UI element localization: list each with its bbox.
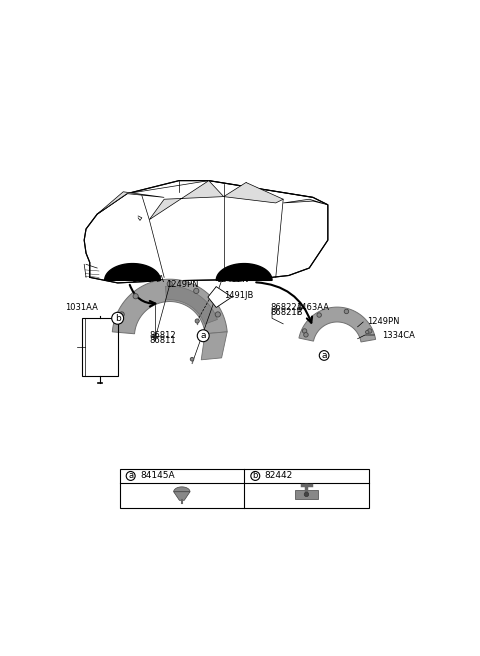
Circle shape (112, 312, 124, 324)
Text: a: a (201, 331, 206, 340)
Circle shape (190, 358, 194, 361)
Text: 1463AA: 1463AA (296, 302, 329, 312)
Text: a: a (322, 351, 327, 360)
Text: 84145A: 84145A (140, 472, 175, 480)
Text: 1249PN: 1249PN (166, 280, 199, 289)
Polygon shape (174, 487, 190, 492)
Polygon shape (208, 287, 232, 308)
Circle shape (366, 331, 369, 334)
Polygon shape (149, 180, 224, 220)
Polygon shape (165, 286, 217, 324)
Text: 1463AA: 1463AA (131, 276, 164, 285)
Text: a: a (128, 472, 133, 480)
Circle shape (133, 294, 138, 299)
Circle shape (197, 330, 209, 342)
Text: 86822A: 86822A (270, 302, 302, 312)
Circle shape (251, 472, 260, 480)
Text: b: b (115, 314, 120, 323)
Bar (120, 469, 369, 508)
Text: 86821B: 86821B (270, 308, 303, 317)
Circle shape (304, 492, 309, 497)
Circle shape (368, 329, 372, 333)
Polygon shape (216, 264, 272, 280)
Polygon shape (224, 182, 283, 203)
Text: 1249PN: 1249PN (367, 318, 399, 327)
Text: 86811: 86811 (149, 336, 176, 344)
Circle shape (344, 309, 348, 314)
Polygon shape (174, 492, 190, 501)
Circle shape (304, 333, 308, 337)
Polygon shape (84, 180, 328, 283)
Polygon shape (283, 199, 328, 205)
Circle shape (126, 472, 135, 480)
Polygon shape (201, 332, 227, 360)
Text: 82442: 82442 (264, 472, 293, 480)
Circle shape (119, 312, 124, 317)
Circle shape (302, 329, 307, 333)
Polygon shape (112, 279, 227, 334)
Text: 1491JB: 1491JB (224, 291, 253, 300)
Circle shape (317, 313, 322, 318)
Circle shape (195, 319, 199, 323)
Text: b: b (252, 472, 258, 480)
Circle shape (319, 350, 329, 360)
Text: 86812: 86812 (149, 331, 176, 340)
Polygon shape (105, 264, 160, 280)
Bar (295, 489, 318, 499)
Circle shape (167, 281, 172, 287)
Text: 1334CA: 1334CA (382, 331, 415, 340)
Bar (83, 318, 118, 376)
Circle shape (153, 335, 156, 338)
Polygon shape (299, 307, 376, 342)
Text: 1249PN: 1249PN (216, 275, 249, 283)
Circle shape (215, 312, 220, 317)
Circle shape (193, 289, 199, 293)
Polygon shape (97, 192, 164, 214)
Text: 1031AA: 1031AA (66, 302, 98, 312)
